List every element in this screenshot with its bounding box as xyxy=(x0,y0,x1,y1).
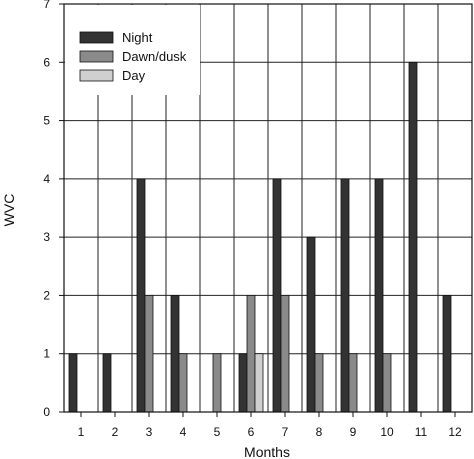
bar-night-month-3 xyxy=(136,178,146,413)
bar-night-month-1 xyxy=(68,353,78,413)
x-tick-label: 12 xyxy=(448,425,462,439)
bar-night-month-12 xyxy=(442,295,452,413)
legend-swatch-night xyxy=(79,31,114,44)
bar-night-month-8 xyxy=(306,236,316,413)
bar-dawn-dusk-month-5 xyxy=(212,353,222,413)
bar-day-month-6 xyxy=(254,353,264,413)
y-tick-label: 7 xyxy=(43,0,50,11)
y-axis-label: WVC xyxy=(1,194,17,227)
legend: Night Dawn/dusk Day xyxy=(65,5,200,95)
bar-dawn-dusk-month-7 xyxy=(280,295,290,413)
x-tick-label: 3 xyxy=(146,425,153,439)
x-tick-label: 4 xyxy=(180,425,187,439)
legend-label-dawn-dusk: Dawn/dusk xyxy=(122,49,187,64)
bar-night-month-4 xyxy=(170,295,180,413)
x-axis-label: Months xyxy=(244,444,290,459)
bar-dawn-dusk-month-10 xyxy=(382,353,392,413)
x-tick-label: 6 xyxy=(248,425,255,439)
y-tick-label: 4 xyxy=(43,172,50,186)
legend-swatch-day xyxy=(79,69,114,82)
bar-night-month-11 xyxy=(408,61,418,413)
y-tick-label: 5 xyxy=(43,114,50,128)
y-tick-label: 1 xyxy=(43,347,50,361)
x-tick-label: 1 xyxy=(78,425,85,439)
axes xyxy=(59,3,473,417)
bar-dawn-dusk-month-9 xyxy=(348,353,358,413)
x-tick-label: 7 xyxy=(282,425,289,439)
x-tick-labels: 1 2 3 4 5 6 7 8 9 10 11 12 xyxy=(78,425,462,439)
x-tick-label: 8 xyxy=(316,425,323,439)
bar-dawn-dusk-month-3 xyxy=(144,295,154,413)
bar-dawn-dusk-month-4 xyxy=(178,353,188,413)
bar-dawn-dusk-month-6 xyxy=(246,295,256,413)
legend-label-day: Day xyxy=(122,68,146,83)
legend-swatch-dawn-dusk xyxy=(79,50,114,63)
y-tick-label: 6 xyxy=(43,55,50,69)
y-tick-label: 0 xyxy=(43,405,50,419)
bar-night-month-6 xyxy=(238,353,248,413)
y-tick-labels: 0 1 2 3 4 5 6 7 xyxy=(43,0,50,419)
bar-dawn-dusk-month-8 xyxy=(314,353,324,413)
bar-night-month-10 xyxy=(374,178,384,413)
x-tick-label: 9 xyxy=(350,425,357,439)
x-tick-label: 2 xyxy=(112,425,119,439)
x-tick-label: 5 xyxy=(214,425,221,439)
legend-label-night: Night xyxy=(122,30,153,45)
bar-night-month-7 xyxy=(272,178,282,413)
bar-night-month-9 xyxy=(340,178,350,413)
y-tick-label: 2 xyxy=(43,288,50,302)
bar-night-month-2 xyxy=(102,353,112,413)
x-tick-label: 10 xyxy=(380,425,394,439)
y-tick-label: 3 xyxy=(43,230,50,244)
plot-frame xyxy=(63,3,473,413)
x-tick-label: 11 xyxy=(415,425,428,439)
